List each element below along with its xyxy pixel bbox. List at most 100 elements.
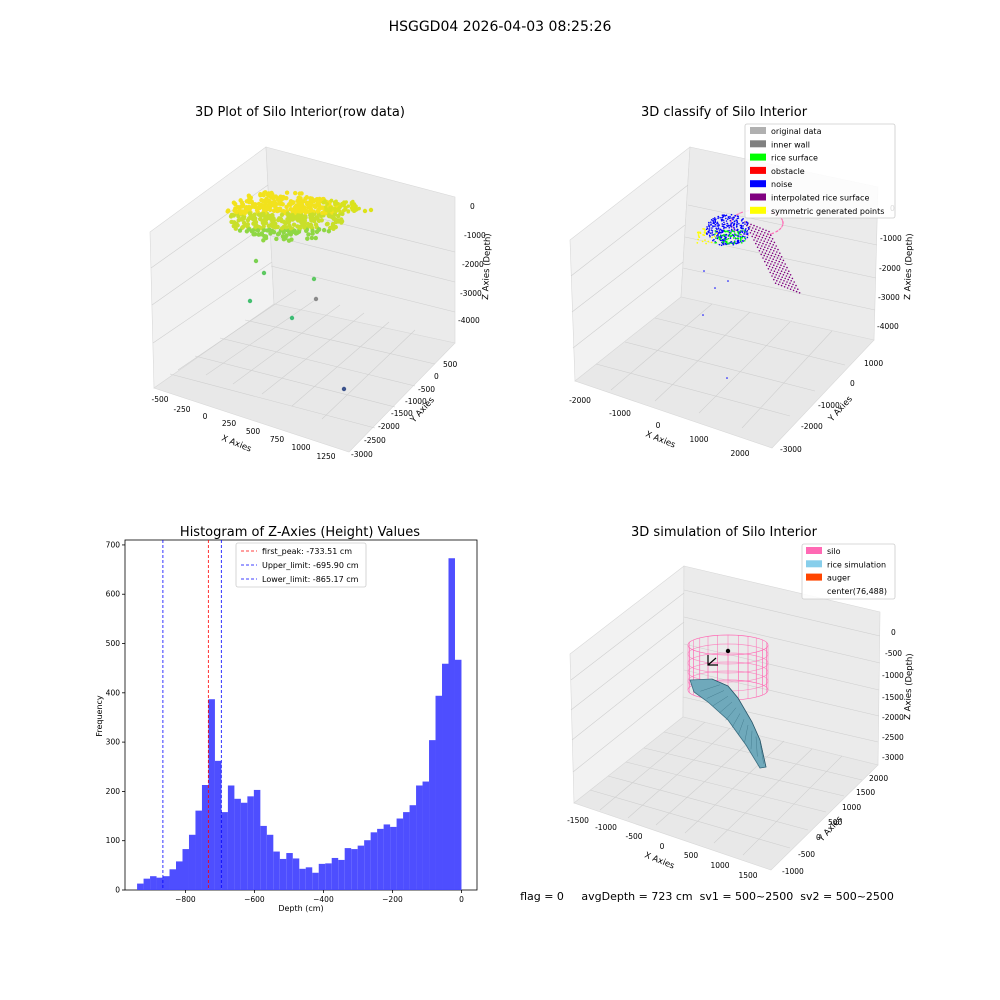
legend-label: symmetric generated points (771, 207, 884, 216)
raw-x-axis-label: X Axies (220, 434, 253, 455)
histogram-bar (338, 859, 345, 890)
raw-y-tick: 0 (434, 372, 439, 381)
simulation-z-tick-labels: 0 -500 -1000 -1500 -2000 -2500 -3000 (882, 628, 904, 762)
raw-x-tick: 1000 (291, 443, 310, 452)
figure-suptitle: HSGGD04 2026-04-03 08:25:26 (389, 19, 612, 35)
histogram-bar (234, 798, 241, 890)
histogram-bar (318, 863, 326, 890)
panel-raw-3d: 3D Plot of Silo Interior(row data) -500 … (149, 105, 493, 461)
histogram-bar (454, 659, 462, 890)
raw-y-tick: 500 (443, 360, 458, 369)
histogram-y-tick-label: 200 (106, 787, 121, 796)
histogram-title: Histogram of Z-Axies (Height) Values (180, 525, 420, 540)
legend-label: noise (771, 180, 792, 189)
legend-label: rice simulation (827, 560, 886, 569)
histogram-bar (442, 663, 449, 890)
simulation-legend-box (801, 543, 896, 600)
histogram-bar (143, 878, 151, 890)
histogram-bar (292, 858, 300, 890)
classify-x-axis-label: X Axies (644, 430, 677, 451)
legend-swatch (806, 560, 822, 568)
classify-plot-title: 3D classify of Silo Interior (641, 105, 808, 120)
histogram-bar (182, 849, 189, 890)
legend-swatch (750, 127, 766, 134)
raw-x-tick: 0 (203, 412, 208, 421)
histogram-bar (403, 812, 410, 890)
raw-x-tick: 500 (246, 427, 261, 436)
raw-plot-title: 3D Plot of Silo Interior(row data) (195, 105, 405, 120)
histogram-bar (195, 810, 202, 890)
simulation-legend: silo rice simulation auger center(76,488) (801, 543, 896, 600)
histogram-bar (137, 883, 144, 890)
panel-histogram: Histogram of Z-Axies (Height) Values −80… (95, 525, 478, 913)
legend-label: obstacle (771, 167, 805, 176)
histogram-reference-lines (162, 540, 222, 890)
legend-swatch (750, 180, 766, 188)
histogram-x-tick-label: −800 (175, 895, 196, 904)
simulation-plot-title: 3D simulation of Silo Interior (631, 525, 818, 540)
histogram-legend-box (235, 542, 367, 588)
simulation-z-tick: -1500 (882, 693, 904, 702)
simulation-x-tick: 0 (660, 842, 665, 851)
histogram-x-tick-label: −200 (382, 895, 403, 904)
histogram-y-tick-label: 300 (106, 738, 121, 747)
histogram-x-tick-label: 0 (459, 895, 464, 904)
simulation-y-tick: 1500 (856, 788, 875, 797)
histogram-bar (208, 699, 215, 890)
raw-y-tick: -500 (418, 385, 435, 394)
raw-x-tick: 1250 (316, 452, 335, 461)
histogram-bar (364, 840, 371, 890)
histogram-bar (176, 861, 183, 890)
raw-y-tick-labels: 500 0 -500 -1000 -1500 -2000 -2500 -3000 (351, 360, 458, 459)
classify-z-tick: -2000 (879, 264, 901, 273)
legend-swatch (806, 547, 822, 554)
histogram-bar (273, 851, 280, 890)
simulation-x-tick: -1500 (567, 816, 589, 825)
simulation-y-tick: 0 (816, 833, 821, 842)
legend-swatch (750, 193, 766, 201)
histogram-bar (279, 858, 287, 890)
histogram-bar (351, 849, 358, 890)
histogram-bar (214, 760, 222, 890)
histogram-bars (137, 558, 462, 890)
histogram-bar (396, 818, 404, 890)
raw-y-tick: -1000 (405, 397, 427, 406)
classify-legend-box (744, 123, 896, 219)
histogram-y-axis-label: Frequency (95, 695, 104, 737)
raw-gridlines (150, 184, 456, 429)
histogram-bar (390, 826, 397, 890)
legend-label: original data (771, 127, 822, 136)
histogram-bar (163, 876, 170, 890)
raw-z-tick: -1000 (464, 231, 486, 240)
simulation-z-tick: -2500 (882, 733, 904, 742)
classify-y-tick-labels: 1000 0 -1000 -2000 -3000 (780, 359, 883, 454)
legend-label: interpolated rice surface (771, 194, 869, 203)
histogram-y-tick-label: 0 (115, 886, 120, 895)
simulation-z-tick: -2000 (882, 713, 904, 722)
classify-y-tick: -3000 (780, 445, 802, 454)
histogram-y-ticks: 0 100 200 300 400 500 600 700 (106, 540, 125, 895)
simulation-y-tick: 500 (828, 818, 843, 827)
classify-x-tick-labels: -2000 -1000 0 1000 2000 (569, 396, 750, 458)
simulation-x-axis-label: X Axies (643, 851, 676, 872)
legend-swatch (750, 166, 766, 174)
histogram-bar (370, 832, 378, 890)
raw-z-tick: -2000 (462, 260, 484, 269)
raw-x-tick-labels: -500 -250 0 250 500 750 1000 1250 (151, 395, 335, 461)
raw-x-tick: -250 (173, 405, 190, 414)
simulation-z-tick: 0 (891, 628, 896, 637)
raw-z-tick: 0 (470, 202, 475, 211)
legend-swatch (750, 206, 766, 214)
silo-cylinder (687, 634, 769, 701)
legend-label: rice surface (771, 154, 818, 163)
histogram-bar (227, 785, 235, 890)
histogram-x-axis-label: Depth (cm) (278, 904, 323, 913)
classify-legend: original data inner wall rice surface obsta… (744, 123, 896, 219)
legend-swatch (750, 140, 766, 148)
histogram-y-tick-label: 600 (106, 590, 121, 599)
panel-classify-3d: 3D classify of Silo Interior -2000 -1000… (569, 105, 915, 458)
simulation-x-tick-labels: -1500 -1000 -500 0 500 1000 1500 (567, 816, 758, 880)
simulation-y-tick: 1000 (842, 803, 861, 812)
raw-z-axis-label: Z Axies (Depth) (481, 233, 493, 300)
histogram-bar (150, 876, 157, 890)
